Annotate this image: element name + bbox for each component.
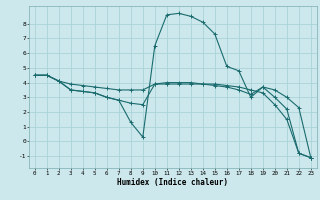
X-axis label: Humidex (Indice chaleur): Humidex (Indice chaleur) [117, 178, 228, 187]
